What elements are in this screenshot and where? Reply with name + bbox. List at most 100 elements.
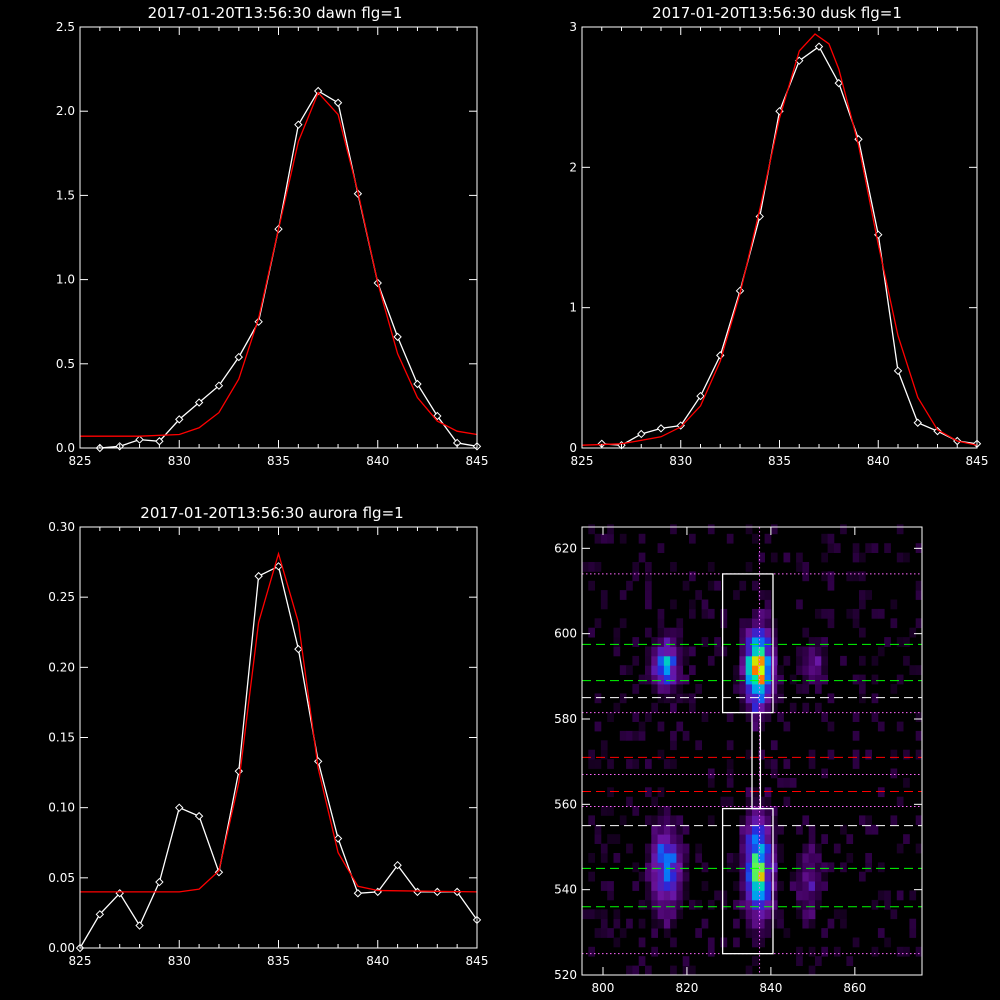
heatmap-cell bbox=[833, 909, 841, 920]
heatmap-cell bbox=[865, 543, 872, 553]
heatmap-cell bbox=[758, 674, 765, 685]
heatmap-cell bbox=[821, 928, 828, 938]
aurora-fit-line bbox=[80, 551, 478, 893]
heatmap-cell bbox=[645, 665, 652, 675]
heatmap-cell bbox=[796, 890, 803, 901]
heatmap-cell bbox=[739, 637, 747, 647]
heatmap-cell bbox=[663, 909, 671, 920]
heatmap-cell bbox=[588, 946, 595, 957]
heatmap-cell bbox=[739, 834, 747, 844]
heatmap-cell bbox=[752, 618, 759, 629]
heatmap-cell bbox=[645, 646, 652, 657]
heatmap-cell bbox=[682, 890, 690, 901]
heatmap-cell bbox=[670, 665, 677, 675]
heatmap-cell bbox=[802, 909, 810, 920]
heatmap-cell bbox=[682, 674, 690, 685]
heatmap-cell bbox=[764, 618, 772, 629]
heatmap-cell bbox=[626, 665, 633, 675]
heatmap-cell bbox=[915, 665, 923, 675]
heatmap-cell bbox=[689, 599, 696, 610]
heatmap-cell bbox=[670, 937, 677, 948]
heatmap-cell bbox=[613, 853, 621, 863]
heatmap-cell bbox=[758, 937, 765, 948]
heatmap-cell bbox=[789, 674, 797, 685]
heatmap-cell bbox=[651, 918, 658, 929]
heatmap-cell bbox=[764, 890, 772, 901]
heatmap-cell bbox=[739, 627, 747, 638]
heatmap-cell bbox=[783, 721, 791, 732]
heatmap-cell bbox=[632, 806, 640, 816]
heatmap-cell bbox=[852, 552, 860, 563]
heatmap-cell bbox=[808, 918, 816, 929]
heatmap-cell bbox=[619, 815, 627, 826]
heatmap-cell bbox=[670, 740, 677, 751]
heatmap-cell bbox=[770, 637, 778, 647]
heatmap-cells bbox=[582, 524, 923, 976]
dawn-panel-title: 2017-01-20T13:56:30 dawn flg=1 bbox=[148, 4, 403, 22]
heatmap-cell bbox=[758, 693, 765, 704]
heatmap-cell bbox=[764, 590, 772, 600]
heatmap-cell bbox=[670, 646, 677, 657]
heatmap-cell bbox=[726, 768, 734, 779]
heatmap-cell bbox=[607, 890, 614, 901]
heatmap-cell bbox=[821, 946, 828, 957]
heatmap-cell bbox=[670, 909, 677, 920]
heatmap-cell bbox=[745, 881, 753, 891]
heatmap-cell bbox=[676, 627, 684, 638]
heatmap-cell bbox=[808, 655, 816, 666]
heatmap-cell bbox=[657, 862, 665, 873]
heatmap-cell bbox=[645, 599, 652, 610]
heatmap-cell bbox=[783, 777, 791, 788]
heatmap-cell bbox=[758, 627, 765, 638]
heatmap-cell bbox=[663, 627, 671, 638]
heatmap-cell bbox=[752, 918, 759, 929]
heatmap-cell bbox=[594, 834, 602, 844]
heatmap-cell bbox=[852, 674, 860, 685]
aurora-x-tick-label: 835 bbox=[267, 954, 290, 968]
heatmap-cell bbox=[638, 674, 646, 685]
heatmap-cell bbox=[676, 693, 684, 704]
heatmap-cell bbox=[645, 881, 652, 891]
heatmap-cell bbox=[808, 646, 816, 657]
heatmap-cell bbox=[752, 721, 759, 732]
heatmap-cell bbox=[783, 796, 791, 807]
dawn-y-tick-label: 2.0 bbox=[56, 104, 75, 118]
heatmap-cell bbox=[613, 637, 621, 647]
heatmap-cell bbox=[613, 909, 621, 920]
heatmap-cell bbox=[657, 787, 665, 798]
heatmap-cell bbox=[871, 712, 879, 722]
heatmap-cell bbox=[764, 655, 772, 666]
heatmap-cell bbox=[770, 853, 778, 863]
heatmap-cell bbox=[651, 899, 658, 910]
heatmap-cell bbox=[890, 599, 898, 610]
heatmap-cell bbox=[670, 834, 677, 844]
heatmap-cell bbox=[796, 871, 803, 882]
heatmap-cell bbox=[802, 853, 810, 863]
image-plot-frame bbox=[581, 526, 923, 976]
heatmap-cell bbox=[833, 946, 841, 957]
heatmap-cell bbox=[657, 918, 665, 929]
heatmap-cell bbox=[707, 655, 715, 666]
dawn-data-point bbox=[194, 398, 204, 407]
heatmap-cell bbox=[619, 665, 627, 675]
heatmap-cell bbox=[663, 684, 671, 694]
heatmap-cell bbox=[777, 684, 784, 694]
heatmap-cell bbox=[852, 712, 860, 722]
heatmap-cell bbox=[909, 890, 917, 901]
heatmap-cell bbox=[802, 890, 810, 901]
heatmap-cell bbox=[682, 956, 690, 966]
heatmap-cell bbox=[915, 730, 923, 741]
heatmap-cell bbox=[752, 956, 759, 966]
heatmap-cell bbox=[745, 890, 753, 901]
heatmap-cell bbox=[909, 918, 917, 929]
heatmap-cell bbox=[670, 693, 677, 704]
heatmap-cell bbox=[707, 777, 715, 788]
heatmap-cell bbox=[600, 749, 608, 760]
heatmap-cell bbox=[859, 674, 866, 685]
heatmap-cell bbox=[796, 956, 803, 966]
heatmap-cell bbox=[600, 590, 608, 600]
heatmap-cell bbox=[651, 646, 658, 657]
dusk-data-point bbox=[893, 366, 903, 376]
heatmap-cell bbox=[821, 665, 828, 675]
